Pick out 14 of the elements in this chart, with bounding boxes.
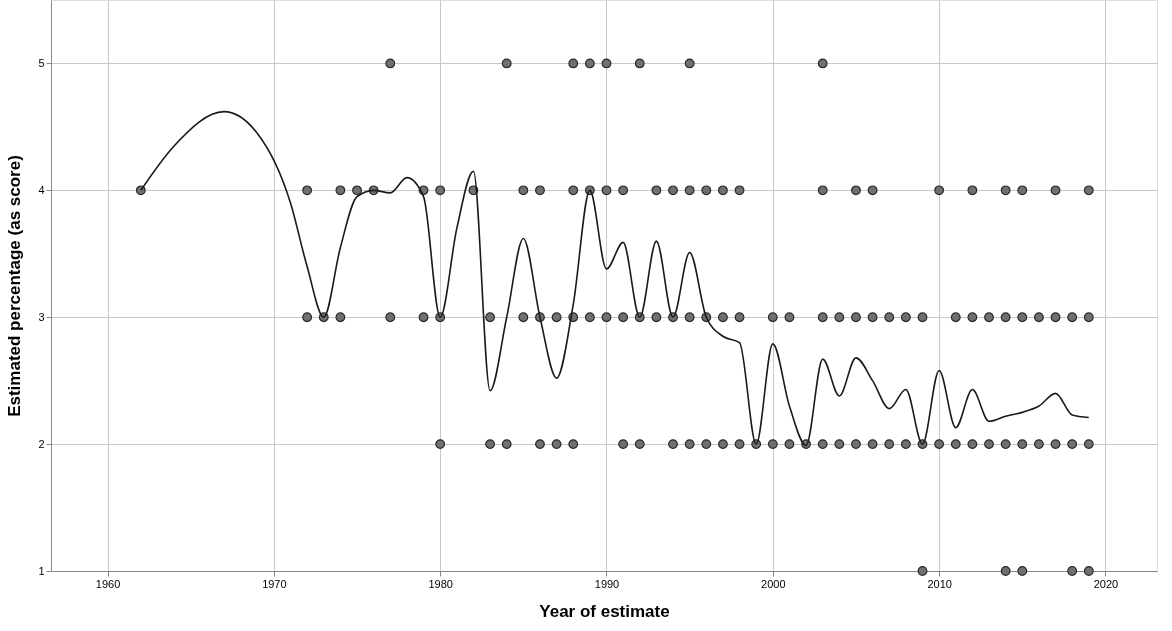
x-tick-label: 2010	[927, 577, 952, 590]
x-tick-label: 1980	[428, 577, 453, 590]
y-axis-title: Estimated percentage (as score)	[5, 155, 25, 417]
y-tick-label: 5	[38, 56, 45, 69]
x-tick-label: 2020	[1093, 577, 1119, 590]
y-tick-label: 2	[38, 437, 45, 450]
x-tick-label: 1960	[95, 577, 121, 590]
y-tick-label: 1	[38, 564, 45, 577]
y-tick-label: 4	[38, 183, 45, 196]
x-tick-label: 1990	[594, 577, 620, 590]
x-tick-label: 1970	[262, 577, 287, 590]
x-tick-label: 2000	[761, 577, 786, 590]
y-tick-label: 3	[38, 310, 45, 323]
x-axis-title: Year of estimate	[539, 601, 670, 621]
